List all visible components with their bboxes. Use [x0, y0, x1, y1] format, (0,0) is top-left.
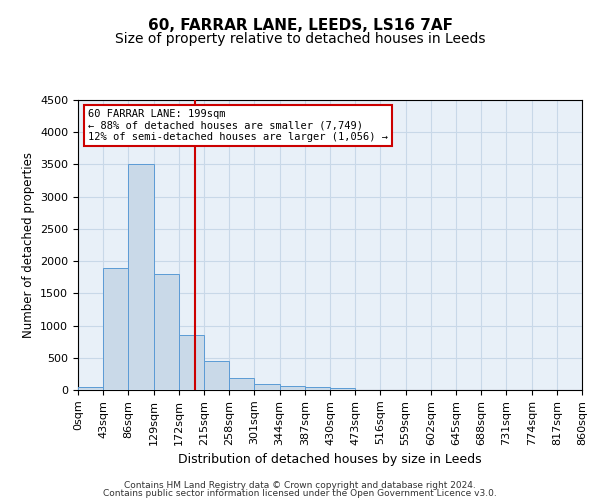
Bar	[78, 387, 103, 390]
Bar	[204, 361, 229, 390]
Bar	[305, 387, 330, 390]
Text: 60 FARRAR LANE: 199sqm
← 88% of detached houses are smaller (7,749)
12% of semi-: 60 FARRAR LANE: 199sqm ← 88% of detached…	[88, 108, 388, 142]
Bar	[179, 335, 204, 390]
Text: 60, FARRAR LANE, LEEDS, LS16 7AF: 60, FARRAR LANE, LEEDS, LS16 7AF	[148, 18, 452, 32]
Text: Size of property relative to detached houses in Leeds: Size of property relative to detached ho…	[115, 32, 485, 46]
Bar	[254, 384, 280, 390]
Bar	[128, 164, 154, 390]
Bar	[103, 268, 128, 390]
Bar	[330, 388, 355, 390]
Text: Contains HM Land Registry data © Crown copyright and database right 2024.: Contains HM Land Registry data © Crown c…	[124, 480, 476, 490]
Text: Contains public sector information licensed under the Open Government Licence v3: Contains public sector information licen…	[103, 489, 497, 498]
Bar	[280, 386, 305, 390]
X-axis label: Distribution of detached houses by size in Leeds: Distribution of detached houses by size …	[178, 453, 482, 466]
Bar	[154, 274, 179, 390]
Y-axis label: Number of detached properties: Number of detached properties	[22, 152, 35, 338]
Bar	[229, 378, 254, 390]
